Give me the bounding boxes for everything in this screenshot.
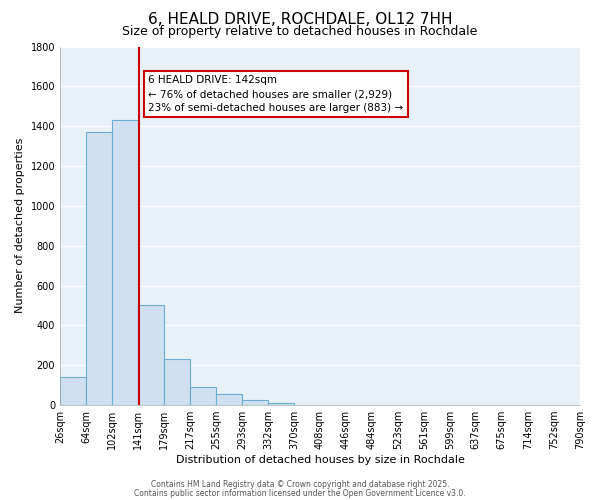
Text: 6, HEALD DRIVE, ROCHDALE, OL12 7HH: 6, HEALD DRIVE, ROCHDALE, OL12 7HH [148,12,452,28]
Text: Size of property relative to detached houses in Rochdale: Size of property relative to detached ho… [122,25,478,38]
Bar [268,403,294,405]
Text: Contains HM Land Registry data © Crown copyright and database right 2025.: Contains HM Land Registry data © Crown c… [151,480,449,489]
Bar [216,394,242,405]
Bar [60,377,86,405]
Text: 6 HEALD DRIVE: 142sqm
← 76% of detached houses are smaller (2,929)
23% of semi-d: 6 HEALD DRIVE: 142sqm ← 76% of detached … [148,75,404,113]
Bar [242,400,268,405]
Bar [164,360,190,405]
X-axis label: Distribution of detached houses by size in Rochdale: Distribution of detached houses by size … [176,455,464,465]
Bar [139,306,164,405]
Text: Contains public sector information licensed under the Open Government Licence v3: Contains public sector information licen… [134,488,466,498]
Bar [112,120,137,405]
Bar [190,387,216,405]
Bar [86,132,112,405]
Y-axis label: Number of detached properties: Number of detached properties [15,138,25,314]
